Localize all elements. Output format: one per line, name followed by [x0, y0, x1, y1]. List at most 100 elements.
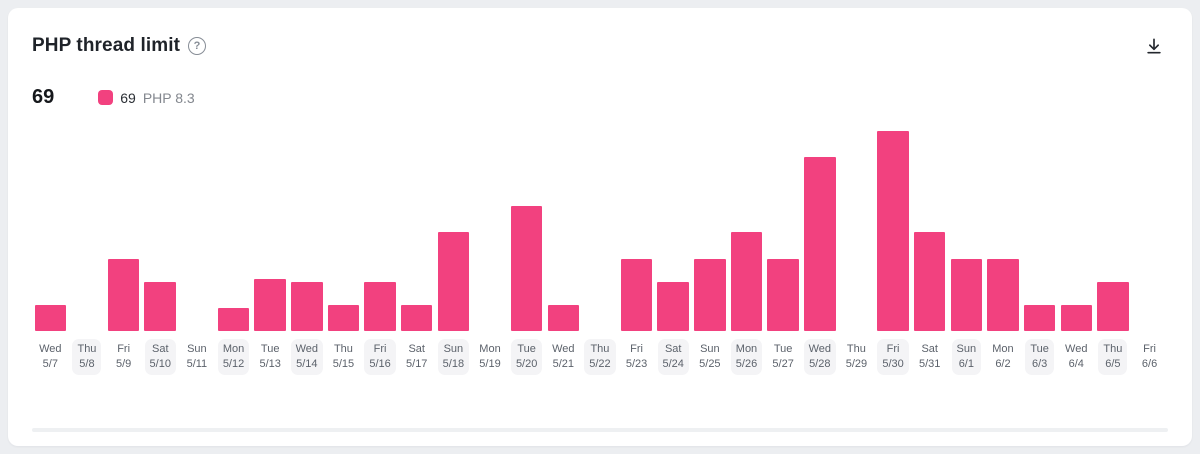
x-axis-label: Mon 6/2 — [992, 343, 1014, 370]
stats-row: 69 69 PHP 8.3 — [32, 86, 1168, 109]
bar[interactable] — [657, 282, 689, 331]
chart-column: Thu 5/29 — [838, 127, 875, 416]
chart-column: Fri 6/6 — [1131, 127, 1168, 416]
bar[interactable] — [913, 232, 946, 331]
bar[interactable] — [620, 259, 653, 331]
bar-area — [765, 127, 802, 331]
bar-area — [325, 127, 362, 331]
bar-area — [472, 127, 509, 331]
x-axis-label: Sat 5/10 — [144, 339, 176, 375]
card-header: PHP thread limit ? — [32, 32, 1168, 60]
chart-column: Sun 6/1 — [948, 127, 985, 416]
legend-value: 69 — [120, 89, 136, 106]
bar-area — [1058, 127, 1095, 331]
bar-area — [985, 127, 1022, 331]
bar[interactable] — [400, 305, 433, 331]
bar[interactable] — [804, 157, 836, 331]
bar-area — [582, 127, 619, 331]
chart-column: Thu 5/15 — [325, 127, 362, 416]
bar-area — [362, 127, 399, 331]
php-thread-limit-card: PHP thread limit ? 69 69 PHP 8.3 Wed 5/7 T… — [8, 8, 1192, 446]
bar[interactable] — [254, 279, 286, 331]
bar[interactable] — [1060, 305, 1092, 331]
bar[interactable] — [327, 305, 360, 331]
chart-column: Wed 5/14 — [288, 127, 325, 416]
bar[interactable] — [877, 131, 909, 331]
bar[interactable] — [34, 305, 67, 331]
chart-column: Sat 5/31 — [911, 127, 948, 416]
bar[interactable] — [510, 206, 543, 331]
help-icon[interactable]: ? — [188, 37, 207, 55]
chart-column: Mon 5/19 — [472, 127, 509, 416]
chart-column: Mon 5/12 — [215, 127, 252, 416]
bar-area — [692, 127, 729, 331]
bar[interactable] — [364, 282, 396, 331]
x-axis-label: Sat 5/31 — [918, 343, 941, 370]
bar[interactable] — [437, 232, 470, 331]
x-axis-label: Mon 5/19 — [479, 343, 501, 370]
chart-column: Wed 5/7 — [32, 127, 69, 416]
bar-area — [838, 127, 875, 331]
chart-column: Thu 5/8 — [69, 127, 106, 416]
download-icon — [1144, 36, 1164, 56]
download-button[interactable] — [1140, 32, 1168, 60]
bar[interactable] — [107, 259, 140, 331]
x-axis-label: Fri 5/23 — [625, 343, 648, 370]
chart-column: Fri 5/9 — [105, 127, 142, 416]
chart-column: Fri 5/30 — [875, 127, 912, 416]
x-axis-label: Sat 5/24 — [657, 339, 689, 375]
bar-area — [1021, 127, 1058, 331]
chart-column: Sun 5/25 — [692, 127, 729, 416]
x-axis-label: Wed 5/7 — [39, 343, 62, 370]
x-axis-label: Mon 5/26 — [730, 339, 763, 375]
chart-column: Sun 5/18 — [435, 127, 472, 416]
x-axis-label: Wed 5/21 — [552, 343, 575, 370]
x-axis-label: Wed 5/28 — [803, 339, 836, 375]
bar-area — [252, 127, 289, 331]
bar[interactable] — [291, 282, 323, 331]
bar-area — [435, 127, 472, 331]
bar[interactable] — [1097, 282, 1129, 331]
bar-area — [875, 127, 912, 331]
bar-chart: Wed 5/7 Thu 5/8 Fri 5/9 Sat 5/10 Sun 5/11 Mon 5/12 T… — [32, 127, 1168, 416]
bar-area — [801, 127, 838, 331]
bar-area — [105, 127, 142, 331]
bar-area — [948, 127, 985, 331]
x-axis-label: Thu 5/29 — [845, 343, 868, 370]
chart-column: Tue 6/3 — [1021, 127, 1058, 416]
chart-column: Sat 5/10 — [142, 127, 179, 416]
chart-column: Sat 5/17 — [398, 127, 435, 416]
x-axis-label: Mon 5/12 — [217, 339, 250, 375]
chart-column: Mon 5/26 — [728, 127, 765, 416]
chart-scrollbar-track[interactable] — [32, 428, 1168, 432]
x-axis-label: Thu 5/15 — [332, 343, 355, 370]
bar[interactable] — [767, 259, 799, 331]
bar-area — [1131, 127, 1168, 331]
chart-column: Wed 5/21 — [545, 127, 582, 416]
x-axis-label: Thu 5/8 — [72, 339, 102, 375]
bar[interactable] — [217, 308, 250, 331]
x-axis-label: Sun 5/25 — [699, 343, 721, 370]
chart-column: Tue 5/20 — [508, 127, 545, 416]
bar[interactable] — [730, 232, 763, 331]
x-axis-label: Tue 5/27 — [772, 343, 794, 370]
bar-area — [142, 127, 179, 331]
bar-area — [545, 127, 582, 331]
bar[interactable] — [950, 259, 983, 331]
chart-column: Tue 5/13 — [252, 127, 289, 416]
legend-item-php-83[interactable]: 69 PHP 8.3 — [98, 89, 195, 106]
chart-column: Thu 5/22 — [582, 127, 619, 416]
bar[interactable] — [987, 259, 1019, 331]
bar-area — [911, 127, 948, 331]
bar[interactable] — [547, 305, 580, 331]
x-axis-label: Tue 6/3 — [1025, 339, 1054, 375]
current-value: 69 — [32, 86, 55, 108]
bar[interactable] — [144, 282, 176, 331]
chart-column: Fri 5/23 — [618, 127, 655, 416]
bar[interactable] — [1023, 305, 1056, 331]
legend-color-swatch — [98, 90, 114, 105]
bar[interactable] — [694, 259, 726, 331]
x-axis-label: Fri 5/30 — [877, 339, 909, 375]
bar-area — [69, 127, 106, 331]
bar-area — [215, 127, 252, 331]
